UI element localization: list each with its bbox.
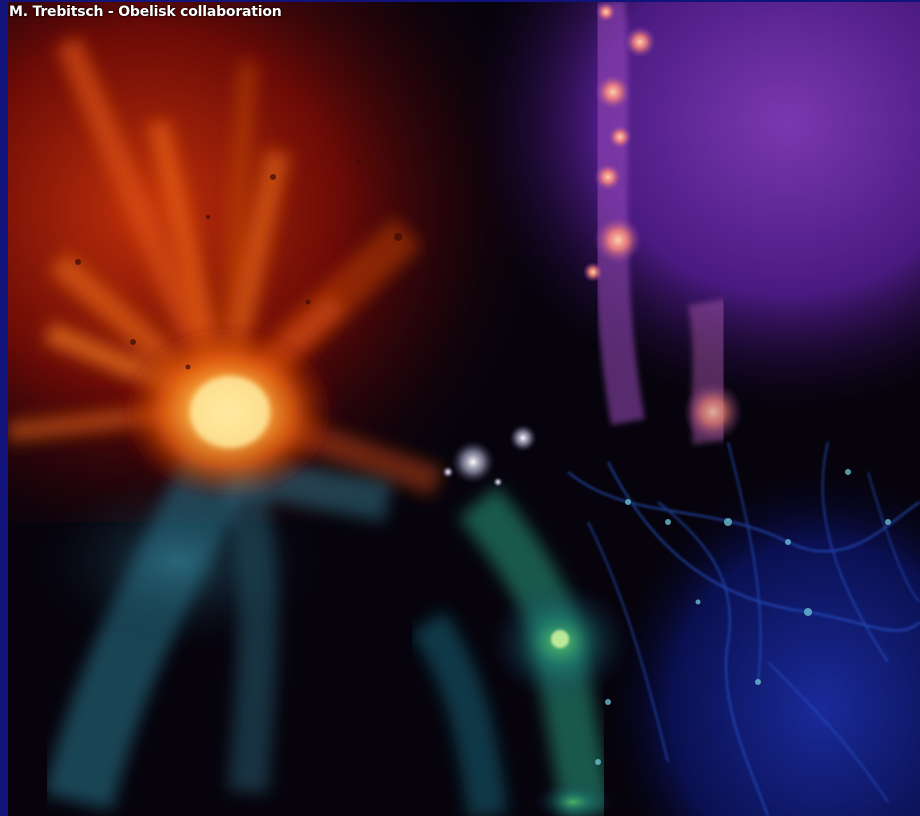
dark-matter-subhalo: [533, 782, 613, 816]
simulation-render: [8, 2, 920, 816]
simulation-visualization: [8, 2, 920, 816]
dark-matter-web: [567, 441, 920, 816]
dark-matter-halo-center: [551, 630, 569, 648]
metallicity-knots: [583, 2, 743, 442]
image-credit: M. Trebitsch - Obelisk collaboration: [9, 4, 282, 20]
halo-center: [190, 376, 270, 448]
dark-matter-nodes: [595, 469, 891, 765]
gas-clumps: [75, 160, 402, 370]
stellar-galaxies: [442, 424, 537, 487]
teal-gas-cloud: [38, 472, 318, 652]
